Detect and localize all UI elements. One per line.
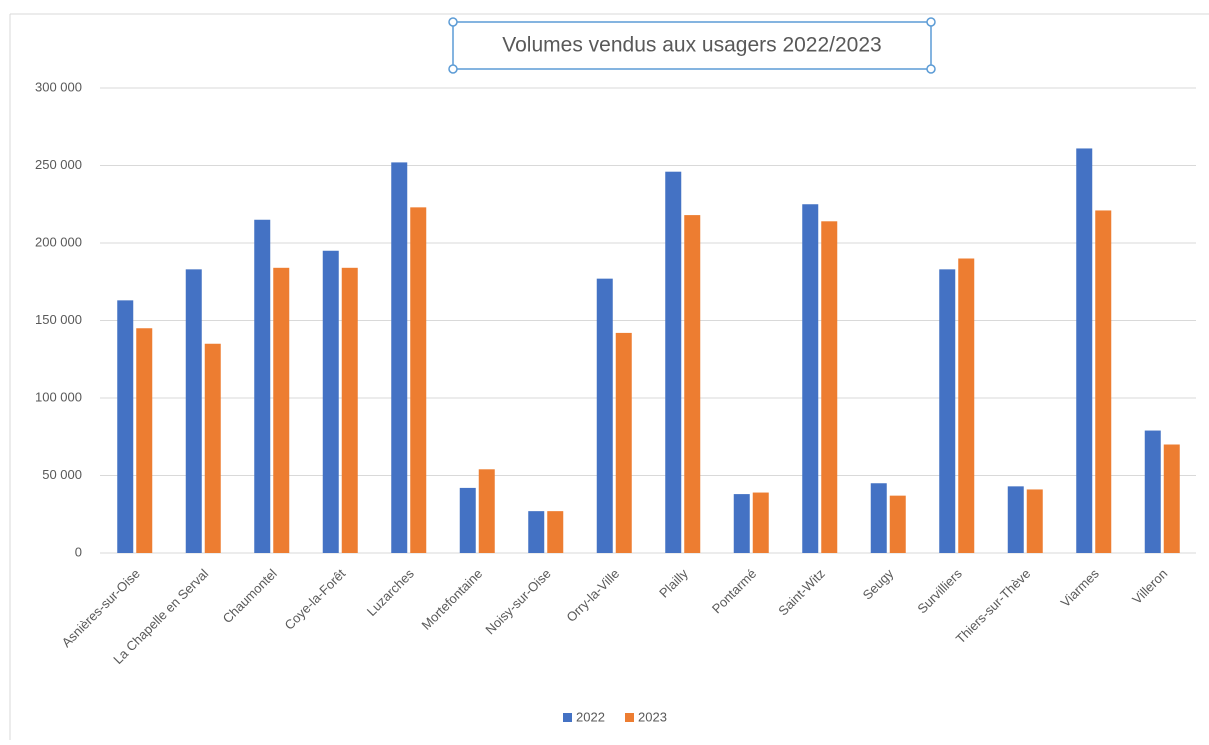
bar: [752, 492, 769, 553]
bar: [1007, 486, 1024, 553]
bar: [889, 495, 906, 553]
x-tick-label: Viarmes: [1058, 566, 1103, 611]
x-tick-label: Seugy: [860, 566, 897, 603]
bar: [117, 300, 134, 553]
bar: [254, 219, 271, 553]
x-tick-label: Mortefontaine: [418, 566, 485, 633]
bar: [615, 332, 632, 553]
bar: [1144, 430, 1161, 553]
bar: [391, 162, 408, 553]
bar: [684, 215, 701, 553]
bar: [1163, 444, 1180, 553]
y-tick-label: 50 000: [42, 467, 82, 482]
bar: [1095, 210, 1112, 553]
bar: [459, 487, 476, 553]
selection-handles: [448, 17, 936, 74]
title-selection: [452, 21, 932, 70]
bar: [1026, 489, 1043, 553]
bar: [802, 204, 819, 553]
y-tick-label: 250 000: [35, 157, 82, 172]
x-tick-label: Saint-Witz: [775, 566, 827, 618]
x-tick-label: Villeron: [1129, 566, 1170, 607]
bar: [1076, 148, 1093, 553]
x-tick-label: Coye-la-Forêt: [282, 566, 349, 633]
bar: [136, 328, 153, 553]
x-tick-label: Plailly: [656, 566, 691, 601]
bar: [939, 269, 956, 553]
x-tick-label: Pontarmé: [709, 566, 759, 616]
y-tick-label: 100 000: [35, 389, 82, 404]
legend-label: 2022: [576, 709, 605, 724]
bar: [528, 511, 545, 553]
bar: [322, 250, 339, 553]
y-tick-label: 300 000: [35, 79, 82, 94]
legend-swatch: [563, 713, 572, 722]
x-tick-label: Survilliers: [914, 566, 965, 617]
x-tick-label: Orry-la-Ville: [563, 566, 622, 625]
legend-swatch: [625, 713, 634, 722]
bar: [665, 171, 682, 553]
x-tick-label: Chaumontel: [220, 566, 280, 626]
bar: [273, 267, 290, 553]
y-tick-label: 0: [75, 544, 82, 559]
bar: [341, 267, 358, 553]
x-tick-label: Noisy-sur-Oise: [482, 566, 553, 637]
chart-title: Volumes vendus aux usagers 2022/2023: [502, 34, 881, 57]
x-tick-label: Luzarches: [364, 566, 417, 619]
x-tick-label: Thiers-sur-Thève: [953, 566, 1034, 647]
y-tick-label: 200 000: [35, 234, 82, 249]
legend-label: 2023: [638, 709, 667, 724]
bar: [596, 278, 613, 553]
y-tick-label: 150 000: [35, 312, 82, 327]
bar: [821, 221, 838, 554]
bar: [410, 207, 427, 553]
bar: [958, 258, 975, 553]
bar: [547, 511, 564, 553]
bar: [185, 269, 202, 553]
bar: [870, 483, 887, 553]
bar: [733, 494, 750, 553]
bar: [478, 469, 495, 553]
bar: [204, 343, 221, 553]
